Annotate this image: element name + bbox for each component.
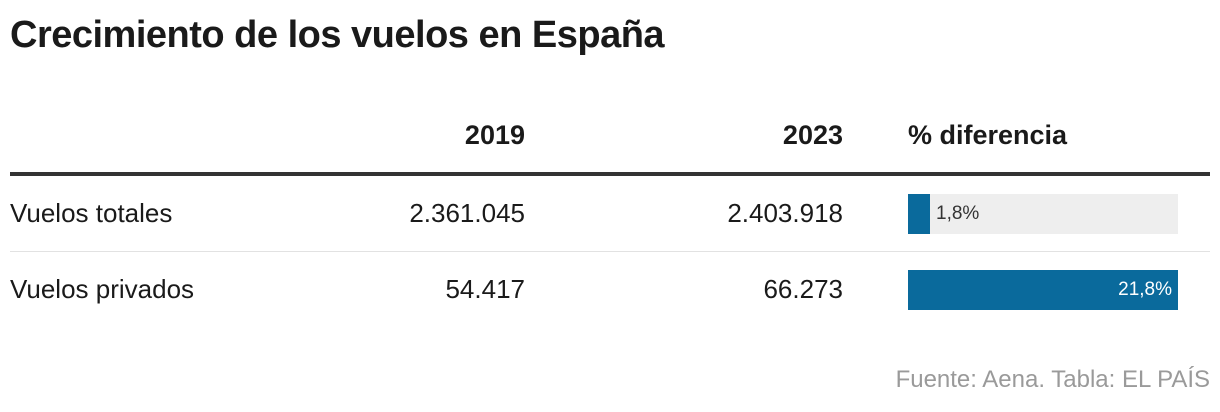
diff-bar xyxy=(908,270,1178,310)
column-header-2019: 2019 xyxy=(464,120,525,150)
value-2023: 66.273 xyxy=(763,274,843,304)
row-label: Vuelos totales xyxy=(10,198,173,228)
value-2023: 2.403.918 xyxy=(727,198,843,228)
diff-label: 1,8% xyxy=(936,203,980,224)
chart-title: Crecimiento de los vuelos en España xyxy=(10,14,665,56)
value-2019: 54.417 xyxy=(445,274,525,304)
row-label: Vuelos privados xyxy=(10,274,195,304)
column-header-diferencia: % diferencia xyxy=(908,120,1068,150)
diff-label: 21,8% xyxy=(1118,279,1172,300)
table-row-vuelos-totales: Vuelos totales 2.361.045 2.403.918 1,8% xyxy=(10,176,1210,252)
source-note: Fuente: Aena. Tabla: EL PAÍS xyxy=(895,366,1210,393)
table-header: 2019 2023 % diferencia xyxy=(10,110,1210,176)
diff-bar xyxy=(908,194,930,234)
value-2019: 2.361.045 xyxy=(409,198,525,228)
column-header-2023: 2023 xyxy=(782,120,843,150)
data-table: 2019 2023 % diferencia Vuelos totales 2.… xyxy=(10,110,1210,327)
table-row-vuelos-privados: Vuelos privados 54.417 66.273 21,8% xyxy=(10,252,1210,327)
diff-bar-track: 21,8% xyxy=(908,270,1178,310)
diff-bar-track: 1,8% xyxy=(908,194,1178,234)
